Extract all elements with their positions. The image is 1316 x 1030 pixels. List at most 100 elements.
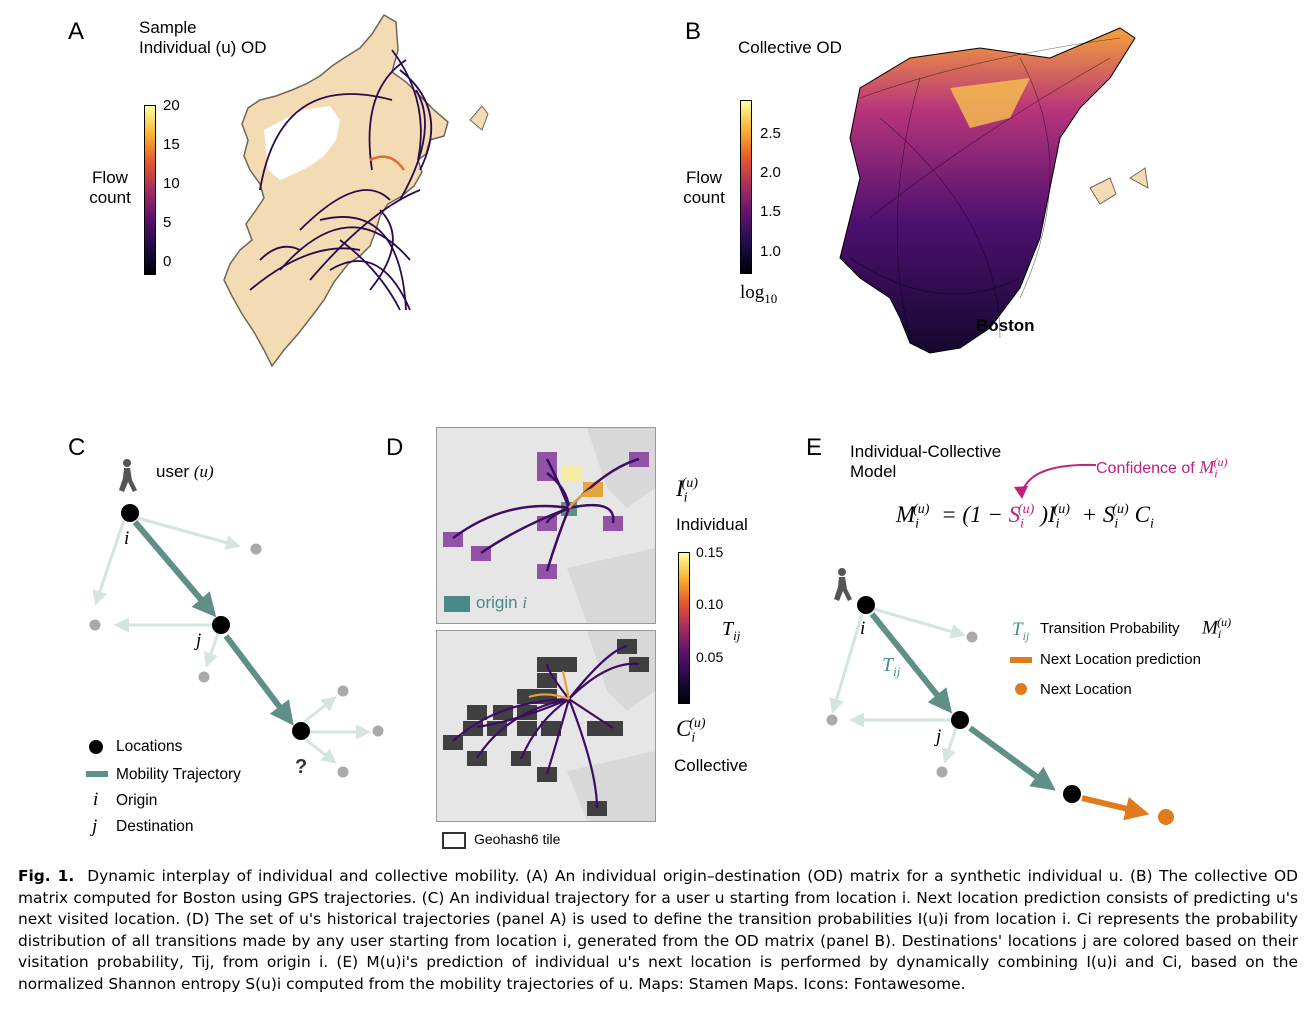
panel-a-colorbar: [144, 105, 156, 275]
tij-label-e: Tij: [882, 654, 900, 680]
walking-person-icon: [119, 459, 137, 492]
panel-d-colorbar: [678, 552, 690, 704]
panel-a-title-line1: Sample: [139, 18, 197, 37]
panel-a-title: Sample Individual (u) OD: [139, 18, 267, 58]
legend-location-dot: [89, 740, 103, 754]
panel-a-tick: 5: [163, 214, 172, 231]
hot-region-b: [950, 78, 1030, 128]
log-text: log: [740, 282, 765, 303]
individual-label: Individual: [676, 515, 748, 534]
question-mark: ?: [295, 756, 308, 778]
panel-b-tick: 2.0: [760, 164, 781, 181]
panel-a-tick: 20: [163, 97, 180, 114]
panel-a-tick: 0: [163, 253, 172, 270]
island-b2: [1089, 177, 1117, 205]
flow-lines-b: [849, 37, 1121, 339]
legend-trajectory-line: [86, 771, 108, 777]
node-i-e: i: [860, 618, 866, 639]
node-j-c: j: [196, 630, 202, 651]
high-flow-arc-a: [369, 155, 405, 171]
panel-e-title-line2: Model: [850, 462, 897, 481]
boston-landmass-a: [223, 13, 449, 368]
panel-c-label: C: [68, 434, 86, 461]
boston-label: Boston: [976, 316, 1035, 335]
tij-text-d: T: [722, 618, 734, 640]
legend-tij-symbol: Tij: [1012, 619, 1030, 643]
boston-landmass-b: [839, 27, 1136, 354]
legend-next: Next Location: [1040, 681, 1132, 698]
panel-b-label: B: [685, 18, 702, 45]
collective-map: [436, 630, 656, 822]
caption-fig-label: Fig. 1.: [18, 867, 75, 885]
collective-symbol: Ci(u): [676, 716, 706, 746]
panel-a-tick: 10: [163, 175, 180, 192]
origin-symbol: i: [522, 593, 528, 612]
panel-c-graph: [89, 459, 384, 778]
island-a1: [469, 105, 489, 131]
individual-symbol: Ii(u): [676, 476, 698, 506]
panel-a-cbar-label: Flow count: [80, 168, 140, 208]
caption-text: Dynamic interplay of individual and coll…: [18, 867, 1298, 993]
figure-caption: Fig. 1. Dynamic interplay of individual …: [18, 866, 1298, 995]
legend-transition: Transition Probability: [1040, 620, 1180, 637]
tij-label-d: Tij: [722, 618, 740, 644]
panel-d-tick: 0.15: [696, 544, 724, 560]
tij-text-e: T: [882, 654, 894, 676]
flow-arcs-a: [249, 49, 433, 311]
confidence-arrow: [1014, 463, 1097, 499]
panel-a-cbar-label-line1: Flow: [92, 168, 128, 187]
log-sub: 10: [764, 290, 778, 306]
legend-m-symbol: Mi(u): [1202, 615, 1232, 642]
panel-e-title-line1: Individual-Collective: [850, 442, 1002, 461]
panel-d-tick: 0.10: [696, 596, 724, 612]
panel-a-cbar-label-line2: count: [89, 188, 131, 207]
panel-b-title: Collective OD: [738, 38, 842, 57]
legend-locations: Locations: [116, 738, 183, 755]
panel-e-graph: [826, 568, 1174, 825]
individual-map: [436, 427, 656, 624]
panel-b-tick: 1.0: [760, 243, 781, 260]
panel-e-title: Individual-Collective Model: [850, 442, 1001, 482]
legend-destination: Destination: [116, 818, 194, 835]
origin-label-text: origin: [476, 593, 518, 612]
node-i-c: i: [124, 528, 130, 549]
geohash-swatch: [442, 832, 466, 849]
panel-b-map: [839, 27, 1149, 354]
legend-origin: Origin: [116, 792, 158, 809]
model-equation: Mi(u) = (1 − Si(u))Ii(u) + Si(u) Ci: [896, 502, 1154, 532]
white-hole-a: [264, 106, 340, 180]
origin-swatch: [444, 596, 470, 612]
panel-b-tick: 1.5: [760, 203, 781, 220]
user-symbol: (u): [193, 462, 214, 481]
island-b3: [1129, 167, 1149, 189]
user-label: user (u): [156, 462, 214, 482]
panel-d-tick: 0.05: [696, 649, 724, 665]
panel-b-tick: 2.5: [760, 125, 781, 142]
legend-trajectory: Mobility Trajectory: [116, 766, 241, 783]
panel-b-cbar-label: Flow count: [674, 168, 734, 208]
panel-b-cbar-label-line1: Flow: [686, 168, 722, 187]
walking-person-icon-e: [834, 568, 852, 601]
panel-a-tick: 15: [163, 136, 180, 153]
node-j-e: j: [936, 726, 942, 747]
panel-a-map: [223, 13, 489, 368]
panel-b-cbar-label-line2: count: [683, 188, 725, 207]
confidence-label: Confidence of Mi(u): [1096, 455, 1228, 481]
panel-a-label: A: [68, 18, 85, 45]
panel-e-label: E: [806, 434, 823, 461]
panel-b-colorbar: [740, 100, 752, 274]
panel-a-title-line2: Individual (u) OD: [139, 38, 267, 57]
geohash-label: Geohash6 tile: [474, 831, 561, 847]
panel-d-label: D: [386, 434, 404, 461]
collective-label: Collective: [674, 756, 748, 775]
legend-destination-symbol: j: [92, 816, 98, 837]
confidence-text: Confidence of: [1096, 460, 1195, 477]
legend-prediction-line: [1010, 657, 1032, 663]
legend-next-dot: [1015, 683, 1027, 695]
legend-prediction: Next Location prediction: [1040, 651, 1201, 668]
user-text: user: [156, 462, 190, 481]
tij-sub-d: ij: [733, 628, 741, 643]
tij-sub-e: ij: [893, 664, 901, 679]
log10-label: log10: [740, 282, 777, 307]
origin-label: origin i: [476, 593, 527, 613]
